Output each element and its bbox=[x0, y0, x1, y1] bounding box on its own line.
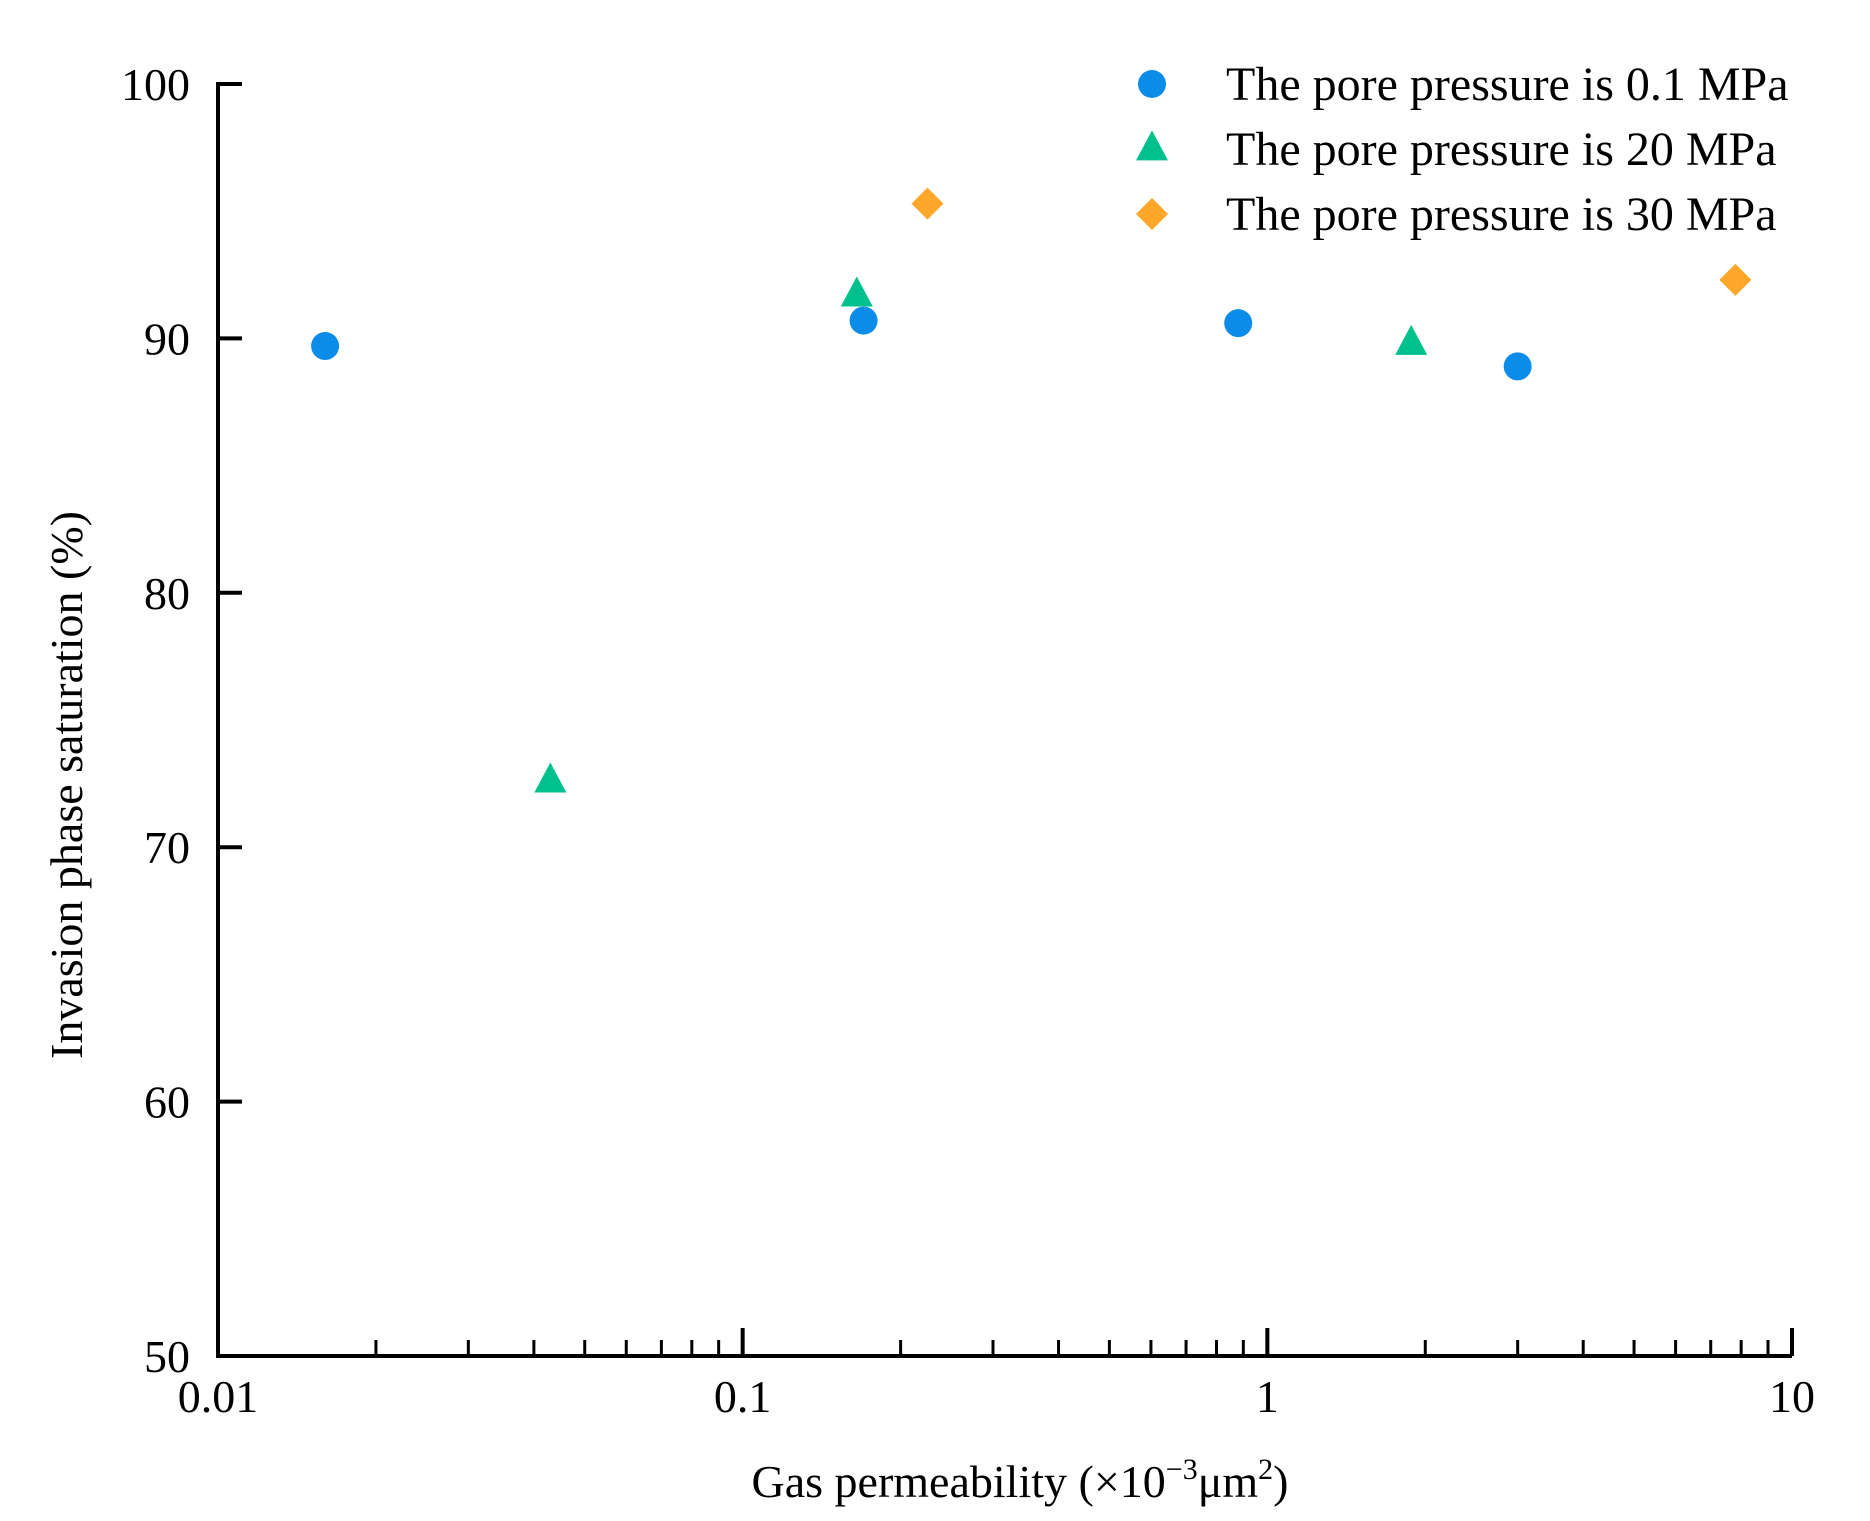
data-point-triangle bbox=[534, 762, 567, 793]
y-axis-label: Invasion phase saturation (%) bbox=[41, 511, 92, 1059]
legend: The pore pressure is 0.1 MPa The pore pre… bbox=[1136, 58, 1789, 241]
y-tick-label: 50 bbox=[144, 1331, 190, 1382]
data-point-diamond bbox=[911, 187, 944, 220]
data-point-triangle bbox=[840, 276, 873, 307]
legend-label: The pore pressure is 0.1 MPa bbox=[1226, 58, 1789, 111]
data-point-circle bbox=[311, 332, 340, 361]
x-tick-label: 1 bbox=[1256, 1371, 1279, 1422]
x-tick-label: 10 bbox=[1769, 1371, 1815, 1422]
x-axis-label: Gas permeability (×10−3μm2) bbox=[752, 1453, 1289, 1507]
legend-marker-circle bbox=[1138, 70, 1166, 98]
y-tick-label: 70 bbox=[144, 822, 190, 873]
axes bbox=[216, 82, 1792, 1358]
ticks: 50 60 70 80 90 100 0.01 0.1 1 10 bbox=[121, 59, 1815, 1422]
y-tick-label: 90 bbox=[144, 313, 190, 364]
data-point-circle bbox=[849, 306, 878, 335]
data-point-diamond bbox=[1719, 263, 1752, 296]
legend-label: The pore pressure is 30 MPa bbox=[1226, 188, 1777, 241]
legend-label: The pore pressure is 20 MPa bbox=[1226, 123, 1777, 176]
y-tick-label: 100 bbox=[121, 59, 190, 110]
y-tick-label: 80 bbox=[144, 568, 190, 619]
data-point-triangle bbox=[1395, 324, 1428, 355]
x-tick-label: 0.01 bbox=[178, 1371, 259, 1422]
data-points bbox=[311, 187, 1752, 793]
data-point-circle bbox=[1503, 352, 1532, 381]
data-point-circle bbox=[1224, 309, 1253, 338]
legend-marker-diamond bbox=[1136, 198, 1168, 230]
x-tick-label: 0.1 bbox=[714, 1371, 772, 1422]
legend-marker-triangle bbox=[1136, 130, 1168, 161]
y-tick-label: 60 bbox=[144, 1077, 190, 1128]
